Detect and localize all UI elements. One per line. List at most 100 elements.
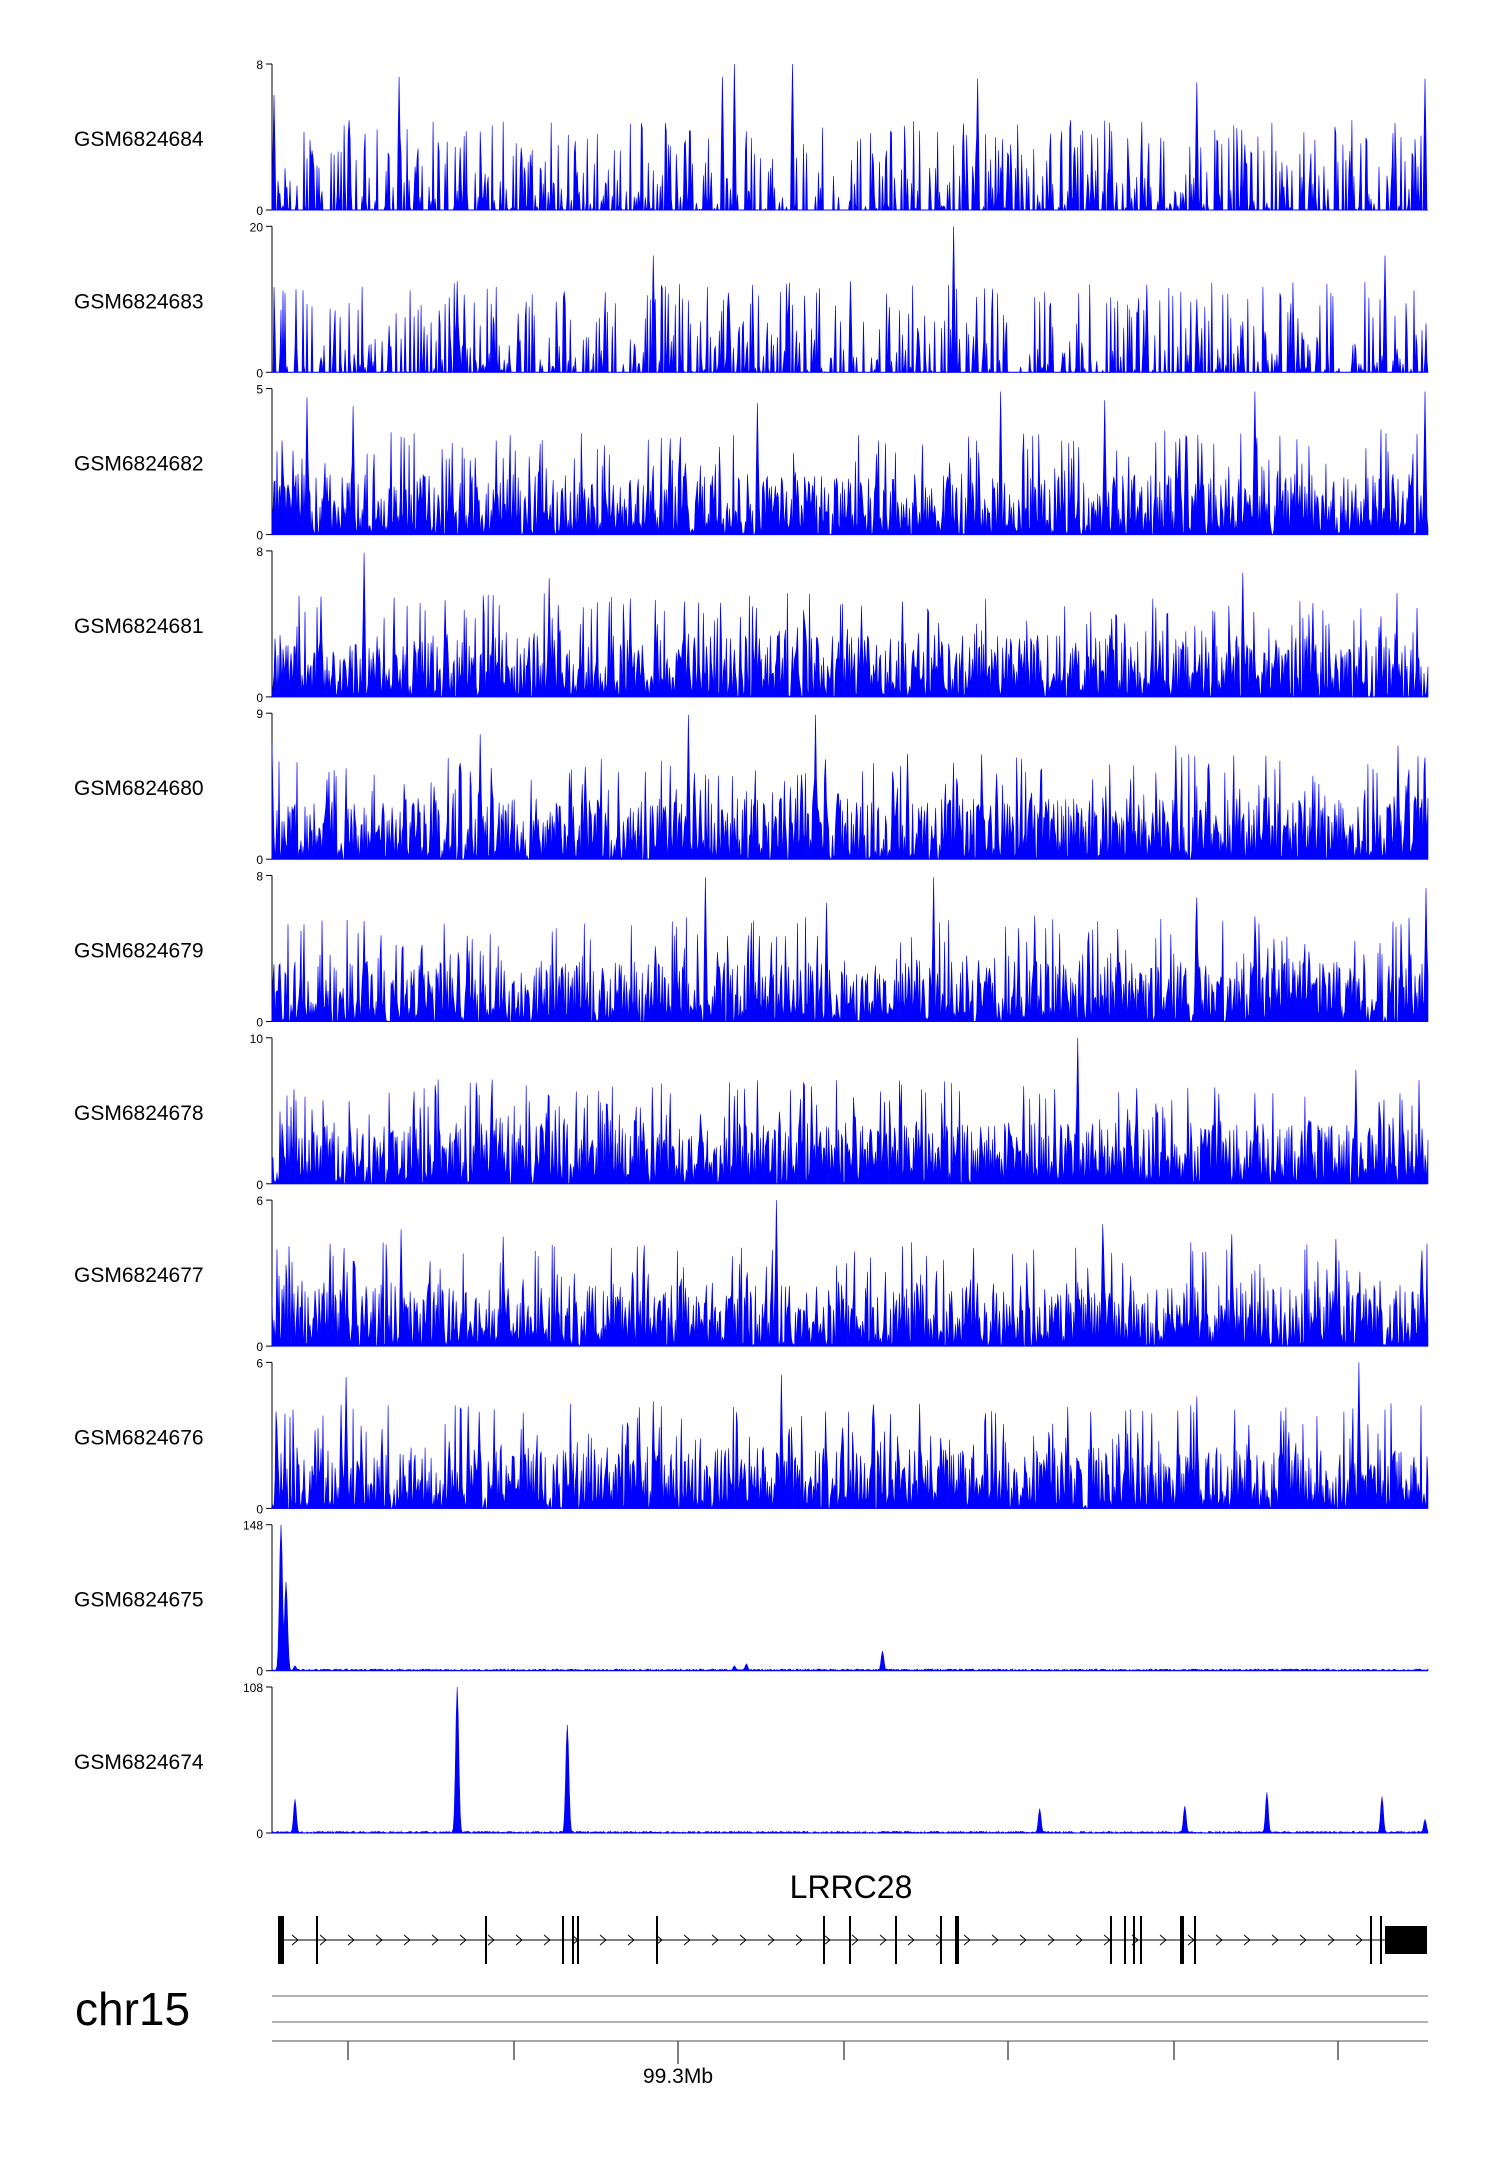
strand-arrow [1019, 1934, 1027, 1946]
strand-arrow [711, 1934, 719, 1946]
strand-arrow [1159, 1934, 1167, 1946]
y-max-label: 8 [256, 870, 263, 884]
exon [316, 1916, 318, 1964]
gene-track: LRRC28 [278, 1869, 1427, 1964]
track-GSM6824682: GSM6824682 5 0 [74, 383, 1429, 543]
track-label: GSM6824674 [74, 1751, 204, 1774]
strand-arrow [1299, 1934, 1307, 1946]
y-min-label: 0 [256, 366, 263, 380]
strand-arrow [599, 1934, 607, 1946]
exon [895, 1916, 897, 1964]
strand-arrow [403, 1934, 411, 1946]
y-min-label: 0 [256, 1016, 263, 1030]
exon [1133, 1916, 1135, 1964]
y-min-label: 0 [256, 1665, 263, 1679]
exon [656, 1916, 658, 1964]
signal-area [271, 714, 1429, 861]
strand-arrow [627, 1934, 635, 1946]
track-label: GSM6824676 [74, 1426, 204, 1449]
track-GSM6824677: GSM6824677 6 0 [74, 1194, 1429, 1354]
track-label: GSM6824678 [74, 1102, 204, 1125]
y-min-label: 0 [256, 529, 263, 543]
track-label: GSM6824681 [74, 615, 204, 638]
strand-arrow [1271, 1934, 1279, 1946]
track-label: GSM6824680 [74, 777, 204, 800]
signal-area [271, 1686, 1429, 1834]
exon [1380, 1916, 1382, 1964]
strand-arrow [823, 1934, 831, 1946]
y-max-label: 20 [250, 220, 264, 234]
genome-axis: chr15 99.3Mb [75, 1983, 1428, 2088]
y-max-label: 108 [243, 1681, 263, 1695]
track-GSM6824674: GSM6824674 108 0 [74, 1681, 1429, 1841]
signal-area [271, 1524, 1429, 1672]
y-max-label: 5 [256, 383, 263, 397]
y-max-label: 10 [250, 1032, 264, 1046]
signal-area [271, 1037, 1429, 1185]
track-GSM6824684: GSM6824684 8 0 [74, 58, 1428, 218]
strand-arrow [291, 1934, 299, 1946]
y-min-label: 0 [256, 1502, 263, 1516]
exon [1370, 1916, 1372, 1964]
strand-arrow [431, 1934, 439, 1946]
strand-arrow [879, 1934, 887, 1946]
exon [577, 1916, 579, 1964]
exon [1385, 1926, 1427, 1954]
strand-arrow [319, 1934, 327, 1946]
track-GSM6824680: GSM6824680 9 0 [74, 707, 1429, 867]
strand-arrow [459, 1934, 467, 1946]
strand-arrow [907, 1934, 915, 1946]
track-GSM6824678: GSM6824678 10 0 [74, 1032, 1429, 1192]
gene-name-label: LRRC28 [790, 1869, 913, 1905]
track-GSM6824681: GSM6824681 8 0 [74, 545, 1429, 705]
signal-area [271, 391, 1429, 536]
exon [1140, 1916, 1142, 1964]
exon [955, 1916, 959, 1964]
y-max-label: 6 [256, 1194, 263, 1208]
exon [1110, 1916, 1112, 1964]
y-min-label: 0 [256, 853, 263, 867]
exon [485, 1916, 487, 1964]
y-min-label: 0 [256, 1178, 263, 1192]
exon [562, 1916, 564, 1964]
y-max-label: 6 [256, 1356, 263, 1370]
strand-arrow [515, 1934, 523, 1946]
signal-tracks: GSM682468480GSM6824683200GSM682468250GSM… [74, 58, 1429, 1841]
y-min-label: 0 [256, 1340, 263, 1354]
strand-arrow [991, 1934, 999, 1946]
exon [823, 1916, 825, 1964]
track-GSM6824676: GSM6824676 6 0 [74, 1356, 1429, 1516]
exon [1194, 1916, 1196, 1964]
exon [1180, 1916, 1184, 1964]
chromosome-label: chr15 [75, 1983, 190, 2035]
strand-arrow [963, 1934, 971, 1946]
strand-arrow [767, 1934, 775, 1946]
strand-arrow [1075, 1934, 1083, 1946]
signal-area [271, 552, 1429, 699]
strand-arrow [347, 1934, 355, 1946]
y-min-label: 0 [256, 204, 263, 218]
track-GSM6824683: GSM6824683 20 0 [74, 220, 1429, 380]
strand-arrow [1327, 1934, 1335, 1946]
y-min-label: 0 [256, 1827, 263, 1841]
signal-area [271, 1200, 1429, 1348]
track-label: GSM6824677 [74, 1264, 204, 1287]
axis-tick-label: 99.3Mb [643, 2065, 713, 2088]
strand-arrow [1215, 1934, 1223, 1946]
track-label: GSM6824684 [74, 128, 204, 151]
exon [572, 1916, 574, 1964]
y-max-label: 8 [256, 545, 263, 559]
track-label: GSM6824683 [74, 290, 204, 313]
y-max-label: 8 [256, 58, 263, 72]
track-label: GSM6824675 [74, 1589, 204, 1612]
strand-arrow [739, 1934, 747, 1946]
track-label: GSM6824679 [74, 940, 204, 963]
y-min-label: 0 [256, 691, 263, 705]
strand-arrow [1243, 1934, 1251, 1946]
strand-arrow [795, 1934, 803, 1946]
y-max-label: 148 [243, 1519, 263, 1533]
strand-arrow [683, 1934, 691, 1946]
signal-area [271, 877, 1429, 1023]
track-label: GSM6824682 [74, 453, 204, 476]
track-GSM6824679: GSM6824679 8 0 [74, 870, 1429, 1030]
